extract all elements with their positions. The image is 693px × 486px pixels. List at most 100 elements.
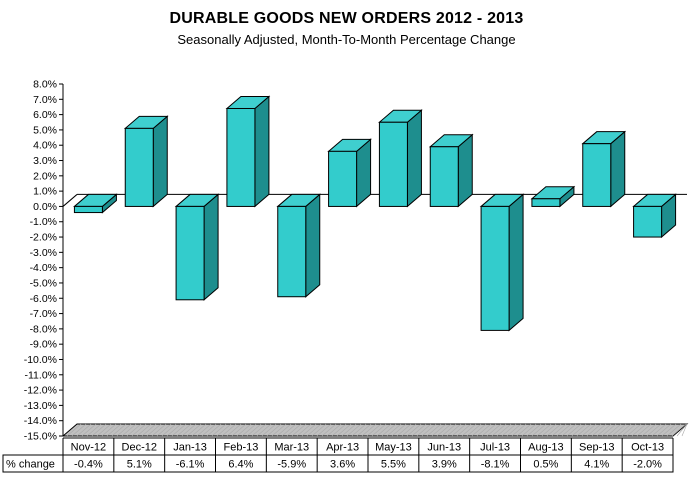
floor-hatch <box>301 423 317 437</box>
floor-hatch <box>526 423 542 437</box>
floor-hatch <box>626 423 642 437</box>
floor-hatch <box>226 423 242 437</box>
floor-hatch <box>421 423 437 437</box>
bar-may-13 <box>378 109 423 208</box>
floor-hatch <box>391 423 407 437</box>
floor-hatch <box>671 423 687 437</box>
floor-hatch <box>291 423 307 437</box>
floor-hatch <box>411 423 427 437</box>
floor-hatch <box>641 423 657 437</box>
floor-hatch <box>96 423 112 437</box>
x-category-label: Feb-13 <box>223 442 258 454</box>
y-tick-label: -5.0% <box>30 277 57 289</box>
bar-front <box>429 146 459 207</box>
floor-hatch <box>106 423 122 437</box>
floor-hatch <box>336 423 352 437</box>
y-tick-label: 8.0% <box>33 79 57 91</box>
floor-hatch <box>71 423 87 437</box>
floor-hatch <box>531 423 547 437</box>
floor-hatch <box>181 423 197 437</box>
x-category-label: Mar-13 <box>274 442 309 454</box>
floor-hatch <box>381 423 397 437</box>
floor-hatch <box>601 423 617 437</box>
floor-hatch <box>591 423 607 437</box>
bar-front <box>582 143 612 207</box>
floor-hatch <box>356 423 372 437</box>
floor-hatch <box>141 423 157 437</box>
floor-hatch <box>676 423 688 437</box>
floor-hatch <box>576 423 592 437</box>
floor-hatch <box>231 423 247 437</box>
data-label: -0.4% <box>74 459 103 471</box>
floor-hatch <box>416 423 432 437</box>
floor-hatch <box>586 423 602 437</box>
floor-hatch <box>206 423 222 437</box>
data-label: -8.1% <box>481 459 510 471</box>
floor-hatch <box>201 423 217 437</box>
floor-hatch <box>496 423 512 437</box>
floor-hatch <box>261 423 277 437</box>
floor-hatch <box>456 423 472 437</box>
bar-front <box>480 205 510 331</box>
floor-hatch <box>471 423 487 437</box>
y-tick-label: 6.0% <box>33 109 57 121</box>
floor-hatch <box>666 423 682 437</box>
floor-hatch <box>491 423 507 437</box>
floor-hatch <box>296 423 312 437</box>
floor-hatch <box>176 423 192 437</box>
y-tick-label: 1.0% <box>33 186 57 198</box>
bar-apr-13 <box>327 138 372 208</box>
x-category-label: Apr-13 <box>326 442 359 454</box>
y-tick-label: 7.0% <box>33 94 57 106</box>
x-category-label: May-13 <box>375 442 412 454</box>
bar-mar-13 <box>276 193 322 298</box>
floor-hatch <box>606 423 622 437</box>
data-label: 5.1% <box>127 459 152 471</box>
y-tick-label: -7.0% <box>30 308 57 320</box>
y-tick-label: 2.0% <box>33 170 57 182</box>
bar-front <box>175 205 205 301</box>
bar-side <box>203 193 219 301</box>
y-tick-label: 4.0% <box>33 140 57 152</box>
floor-hatch <box>271 423 287 437</box>
floor-hatch <box>81 423 97 437</box>
bar-aug-13 <box>530 185 576 208</box>
floor-hatch <box>441 423 457 437</box>
floor-hatch <box>596 423 612 437</box>
bar-jan-13 <box>174 193 220 301</box>
floor-hatch <box>486 423 502 437</box>
floor-hatch <box>111 423 127 437</box>
floor-hatch <box>161 423 177 437</box>
bar-front <box>328 150 358 207</box>
floor-hatch <box>631 423 647 437</box>
floor-hatch <box>146 423 162 437</box>
floor-hatch <box>126 423 142 437</box>
floor-hatch <box>166 423 182 437</box>
floor-hatch <box>171 423 187 437</box>
data-label: 3.9% <box>432 459 457 471</box>
y-tick-label: -12.0% <box>24 385 57 397</box>
floor-hatch <box>311 423 327 437</box>
y-tick-label: -6.0% <box>30 293 57 305</box>
floor-hatch <box>481 423 497 437</box>
data-label: 4.1% <box>584 459 609 471</box>
floor-hatch <box>621 423 637 437</box>
floor-hatch <box>66 423 82 437</box>
bar-sep-13 <box>581 130 627 208</box>
floor-hatch <box>571 423 587 437</box>
x-category-label: Jun-13 <box>427 442 461 454</box>
x-category-label: Oct-13 <box>631 442 664 454</box>
y-tick-label: -3.0% <box>30 247 57 259</box>
data-label: 3.6% <box>330 459 355 471</box>
floor-hatch <box>156 423 172 437</box>
y-tick-label: 3.0% <box>33 155 57 167</box>
floor-hatch <box>316 423 332 437</box>
floor-hatch <box>86 423 102 437</box>
y-tick-label: -1.0% <box>30 216 57 228</box>
x-category-label: Dec-12 <box>122 442 157 454</box>
floor-hatch <box>376 423 392 437</box>
floor-hatch <box>121 423 137 437</box>
floor-hatch <box>266 423 282 437</box>
floor-hatch <box>386 423 402 437</box>
floor-hatch <box>581 423 597 437</box>
